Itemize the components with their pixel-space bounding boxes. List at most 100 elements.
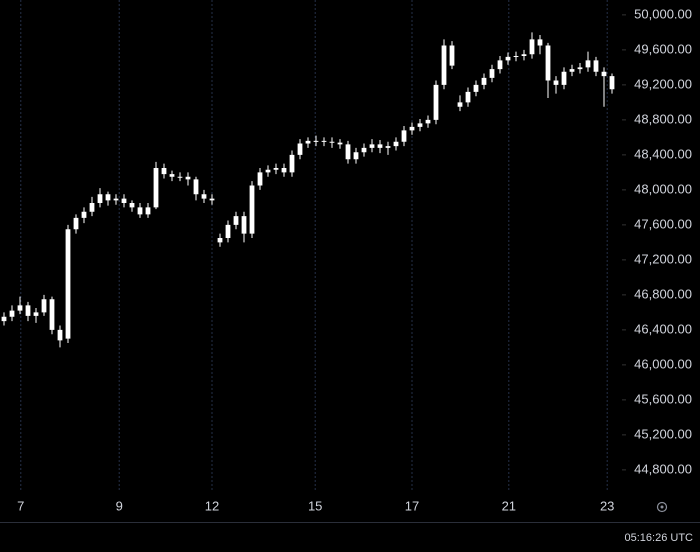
x-tick-label: 9 bbox=[116, 498, 123, 513]
candle-body bbox=[537, 39, 543, 46]
candle-body bbox=[609, 76, 615, 90]
candle-body bbox=[185, 176, 191, 180]
candle-body bbox=[369, 144, 375, 148]
x-tick-label: 7 bbox=[17, 498, 24, 513]
candle-body bbox=[473, 84, 479, 92]
candle-body bbox=[409, 126, 415, 131]
candle-body bbox=[161, 168, 167, 175]
candle-body bbox=[273, 168, 279, 170]
candle-body bbox=[209, 198, 215, 201]
candle-body bbox=[113, 198, 119, 201]
candle-body bbox=[25, 305, 31, 316]
settings-icon[interactable] bbox=[656, 501, 668, 513]
y-tick-label: 50,000.00 bbox=[634, 6, 692, 21]
candle-body bbox=[569, 69, 575, 72]
candle-body bbox=[577, 67, 583, 70]
candle-body bbox=[513, 56, 519, 57]
settings-icon-dot bbox=[660, 505, 664, 509]
candle-body bbox=[153, 168, 159, 208]
x-tick-label: 12 bbox=[205, 498, 219, 513]
y-tick-label: 49,600.00 bbox=[634, 41, 692, 56]
candle-body bbox=[345, 144, 351, 160]
candle-body bbox=[193, 179, 199, 195]
candle-body bbox=[441, 45, 447, 85]
candle-body bbox=[361, 147, 367, 153]
candle-body bbox=[1, 316, 7, 322]
candle-body bbox=[329, 141, 335, 143]
candle-body bbox=[201, 194, 207, 199]
candle-body bbox=[489, 69, 495, 78]
candle-body bbox=[449, 45, 455, 66]
y-tick-label: 47,200.00 bbox=[634, 251, 692, 266]
candle-body bbox=[105, 194, 111, 201]
candle-body bbox=[9, 310, 15, 317]
candle-body bbox=[89, 203, 95, 212]
candle-body bbox=[297, 143, 303, 155]
candle-body bbox=[425, 119, 431, 124]
candle-body bbox=[217, 238, 223, 243]
candle-body bbox=[81, 211, 87, 218]
candle-body bbox=[17, 305, 23, 311]
x-tick-label: 23 bbox=[600, 498, 614, 513]
candle-body bbox=[601, 71, 607, 77]
y-tick-label: 44,800.00 bbox=[634, 461, 692, 476]
candle-body bbox=[33, 312, 39, 316]
y-tick-label: 46,400.00 bbox=[634, 321, 692, 336]
y-tick-label: 49,200.00 bbox=[634, 76, 692, 91]
candle-body bbox=[257, 172, 263, 186]
candle-body bbox=[57, 329, 63, 341]
y-tick-label: 46,800.00 bbox=[634, 286, 692, 301]
candle-body bbox=[241, 216, 247, 234]
candle-body bbox=[305, 140, 311, 144]
candle-body bbox=[401, 130, 407, 142]
x-tick-label: 15 bbox=[308, 498, 322, 513]
candle-body bbox=[465, 91, 471, 103]
candle-body bbox=[169, 174, 175, 177]
candle-body bbox=[313, 140, 319, 142]
candle-body bbox=[177, 176, 183, 178]
candle-body bbox=[41, 299, 47, 313]
candle-body bbox=[353, 152, 359, 160]
x-tick-label: 21 bbox=[502, 498, 516, 513]
candle-body bbox=[545, 45, 551, 81]
candle-body bbox=[233, 216, 239, 225]
y-tick-label: 47,600.00 bbox=[634, 216, 692, 231]
candle-body bbox=[129, 203, 135, 208]
y-tick-label: 48,000.00 bbox=[634, 181, 692, 196]
candle-body bbox=[121, 198, 127, 203]
candle-body bbox=[377, 144, 383, 148]
candle-body bbox=[561, 71, 567, 85]
x-tick-label: 17 bbox=[405, 498, 419, 513]
candle-body bbox=[521, 54, 527, 56]
candle-body bbox=[49, 299, 55, 330]
y-tick-label: 45,600.00 bbox=[634, 391, 692, 406]
candle-body bbox=[137, 207, 143, 215]
candle-body bbox=[73, 217, 79, 230]
candle-body bbox=[497, 60, 503, 70]
candle-body bbox=[97, 194, 103, 203]
candle-body bbox=[225, 224, 231, 238]
candle-body bbox=[321, 140, 327, 142]
candle-body bbox=[593, 60, 599, 72]
candle-body bbox=[145, 207, 151, 215]
candle-body bbox=[265, 169, 271, 173]
y-tick-label: 45,200.00 bbox=[634, 426, 692, 441]
candle-body bbox=[385, 146, 391, 148]
y-tick-label: 48,800.00 bbox=[634, 111, 692, 126]
candle-body bbox=[393, 141, 399, 147]
candle-body bbox=[281, 168, 287, 173]
y-tick-label: 48,400.00 bbox=[634, 146, 692, 161]
candle-body bbox=[337, 142, 343, 145]
candle-body bbox=[289, 154, 295, 173]
candle-body bbox=[433, 84, 439, 120]
candle-body bbox=[249, 185, 255, 234]
candle-body bbox=[529, 39, 535, 55]
clock: 05:16:26 UTC bbox=[625, 532, 694, 544]
candle-body bbox=[65, 229, 71, 339]
candle-body bbox=[417, 123, 423, 127]
y-tick-label: 46,000.00 bbox=[634, 356, 692, 371]
candle-body bbox=[505, 56, 511, 61]
